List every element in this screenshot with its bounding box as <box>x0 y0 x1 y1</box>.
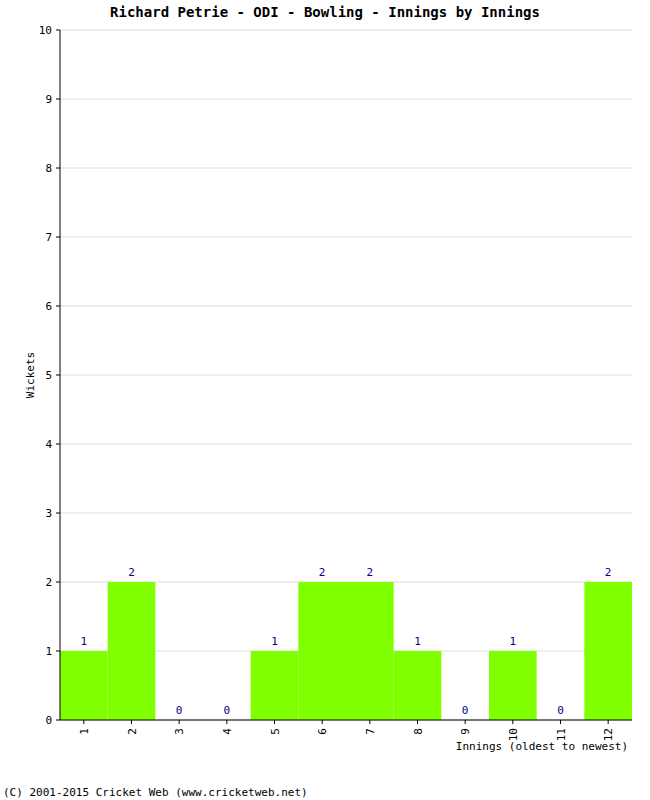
x-tick <box>274 720 275 724</box>
y-tick <box>56 168 60 169</box>
x-tick-label: 6 <box>316 728 329 735</box>
data-label: 2 <box>367 566 374 579</box>
y-tick <box>56 651 60 652</box>
y-tick <box>56 513 60 514</box>
x-tick <box>417 720 418 724</box>
y-label: Wickets <box>24 352 37 398</box>
y-tick <box>56 306 60 307</box>
grid-line <box>60 306 632 307</box>
y-tick <box>56 99 60 100</box>
y-tick <box>56 582 60 583</box>
data-label: 1 <box>271 635 278 648</box>
x-tick <box>226 720 227 724</box>
bar <box>584 582 632 720</box>
x-tick-label: 8 <box>412 728 425 735</box>
bar <box>251 651 299 720</box>
x-tick <box>512 720 513 724</box>
data-label: 1 <box>510 635 517 648</box>
y-axis <box>60 30 61 720</box>
x-tick <box>322 720 323 724</box>
bars <box>60 582 632 720</box>
grid-line <box>60 513 632 514</box>
data-label: 0 <box>224 704 231 717</box>
data-label: 1 <box>414 635 421 648</box>
y-tick <box>56 720 60 721</box>
x-tick-label: 9 <box>459 728 472 735</box>
bar <box>489 651 537 720</box>
data-label: 1 <box>81 635 88 648</box>
grid-line <box>60 99 632 100</box>
x-tick <box>560 720 561 724</box>
grid-line <box>60 30 632 31</box>
bar <box>108 582 156 720</box>
chart: 012345678910120012210102123456789101112R… <box>0 0 650 800</box>
y-tick-label: 5 <box>45 369 52 382</box>
grid-line <box>60 444 632 445</box>
grid-line <box>60 720 632 721</box>
y-tick-label: 2 <box>45 576 52 589</box>
y-tick-label: 9 <box>45 93 52 106</box>
y-tick-label: 8 <box>45 162 52 175</box>
data-label: 0 <box>176 704 183 717</box>
x-tick-label: 1 <box>78 728 91 735</box>
bar <box>298 582 346 720</box>
x-tick <box>179 720 180 724</box>
y-tick-label: 1 <box>45 645 52 658</box>
data-label: 2 <box>128 566 135 579</box>
x-tick-label: 4 <box>221 728 234 735</box>
y-tick <box>56 30 60 31</box>
y-tick <box>56 237 60 238</box>
x-tick-label: 3 <box>173 728 186 735</box>
data-label: 0 <box>557 704 564 717</box>
x-tick-label: 2 <box>126 728 139 735</box>
x-tick <box>83 720 84 724</box>
annotation: (C) 2001-2015 Cricket Web (www.cricketwe… <box>3 786 308 799</box>
y-tick-label: 6 <box>45 300 52 313</box>
x-axis <box>60 720 632 721</box>
x-tick <box>465 720 466 724</box>
y-tick <box>56 444 60 445</box>
x-tick-label: 7 <box>364 728 377 735</box>
y-tick-label: 10 <box>39 24 52 37</box>
grid-line <box>60 237 632 238</box>
title: Richard Petrie - ODI - Bowling - Innings… <box>110 4 540 20</box>
x-tick <box>608 720 609 724</box>
x-tick-label: 5 <box>269 728 282 735</box>
data-label: 2 <box>319 566 326 579</box>
y-tick <box>56 375 60 376</box>
data-label: 2 <box>605 566 612 579</box>
y-tick-label: 0 <box>45 714 52 727</box>
y-tick-label: 4 <box>45 438 52 451</box>
bar <box>60 651 108 720</box>
background <box>0 0 650 800</box>
x-label: Innings (oldest to newest) <box>456 740 628 753</box>
x-tick <box>369 720 370 724</box>
grid-line <box>60 168 632 169</box>
y-tick-label: 3 <box>45 507 52 520</box>
data-label: 0 <box>462 704 469 717</box>
grid-line <box>60 375 632 376</box>
y-tick-label: 7 <box>45 231 52 244</box>
bar <box>394 651 442 720</box>
x-tick <box>131 720 132 724</box>
bar <box>346 582 394 720</box>
